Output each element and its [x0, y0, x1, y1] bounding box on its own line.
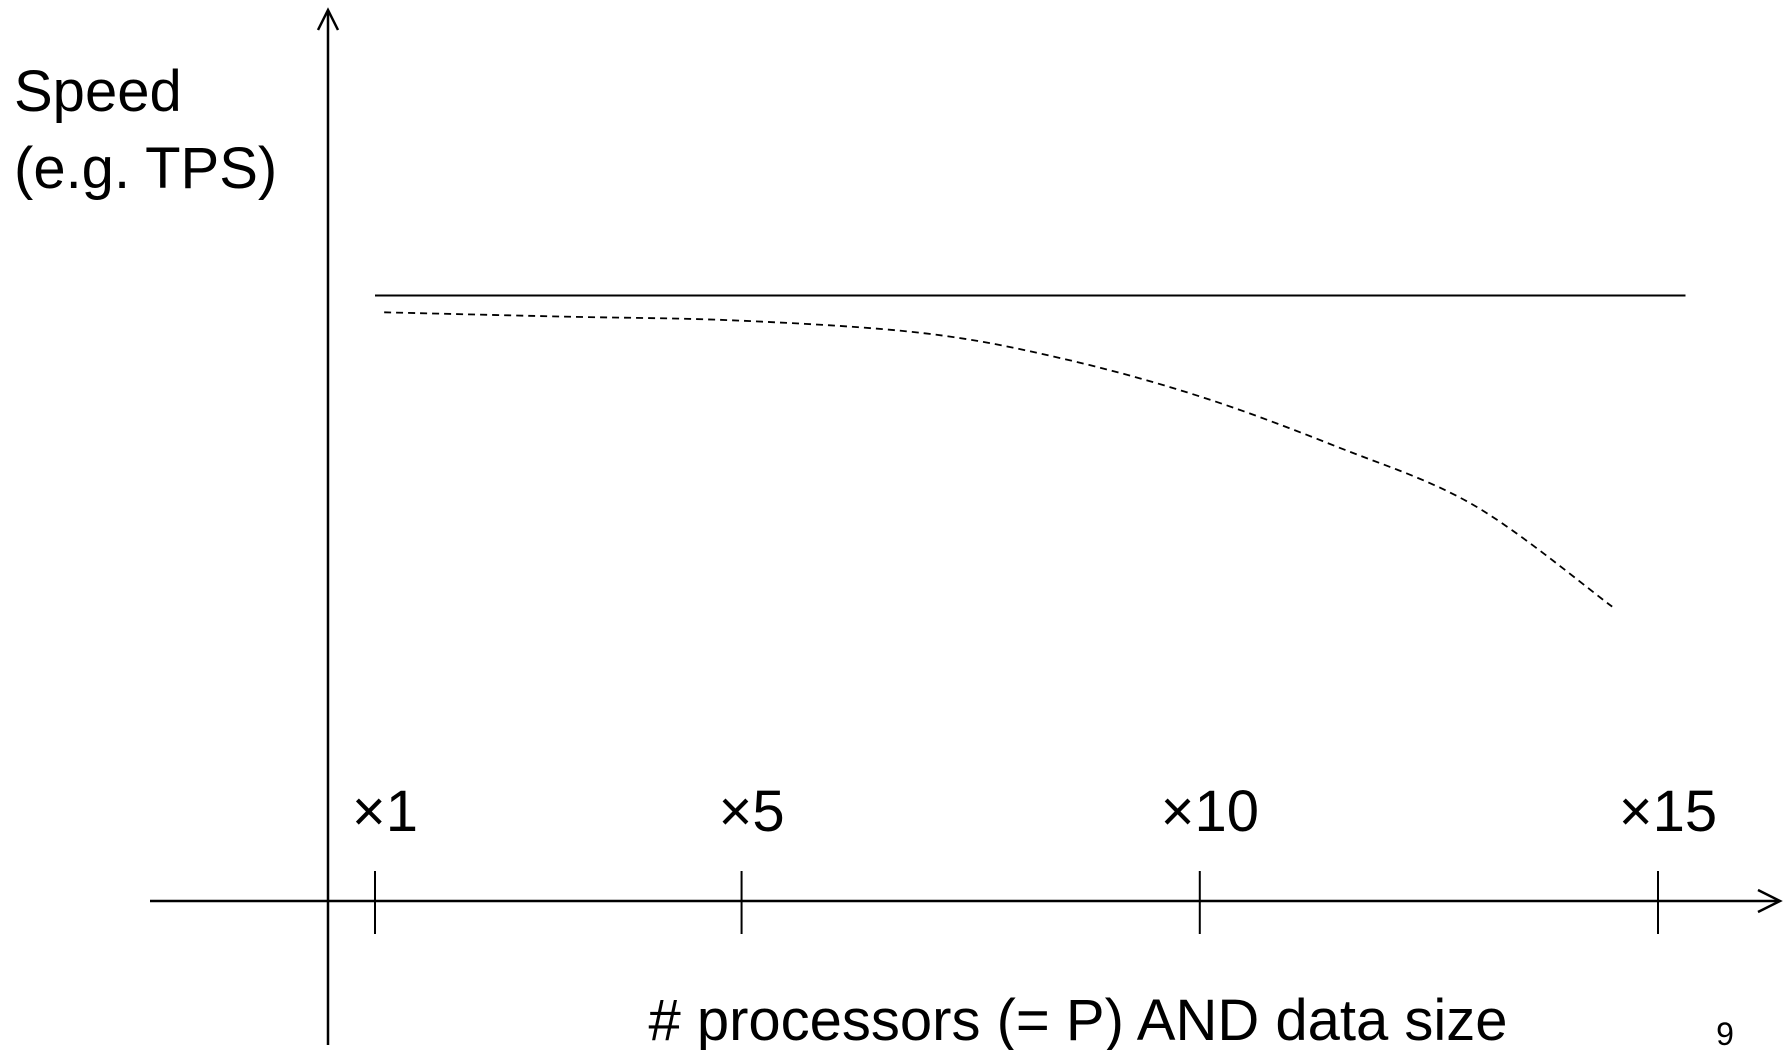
- axes: [150, 7, 1783, 1045]
- page-number: 9: [1716, 1016, 1734, 1050]
- x-tick-label: ×15: [1619, 779, 1717, 844]
- x-tick-label: ×5: [719, 779, 785, 844]
- y-axis-arrow: [316, 7, 340, 31]
- x-tick-label: ×1: [352, 779, 418, 844]
- y-axis-label-line-2: (e.g. TPS): [14, 136, 277, 201]
- x-tick-label: ×10: [1161, 779, 1259, 844]
- series-line-dashed: [384, 311, 1613, 608]
- series-layer: [375, 294, 1686, 608]
- ticks-layer: ×1 ×5 ×10 ×15: [352, 779, 1717, 934]
- y-axis-label-line-1: Speed: [14, 59, 182, 124]
- x-axis-arrow: [1757, 888, 1783, 914]
- x-axis-label: # processors (= P) AND data size: [648, 988, 1507, 1050]
